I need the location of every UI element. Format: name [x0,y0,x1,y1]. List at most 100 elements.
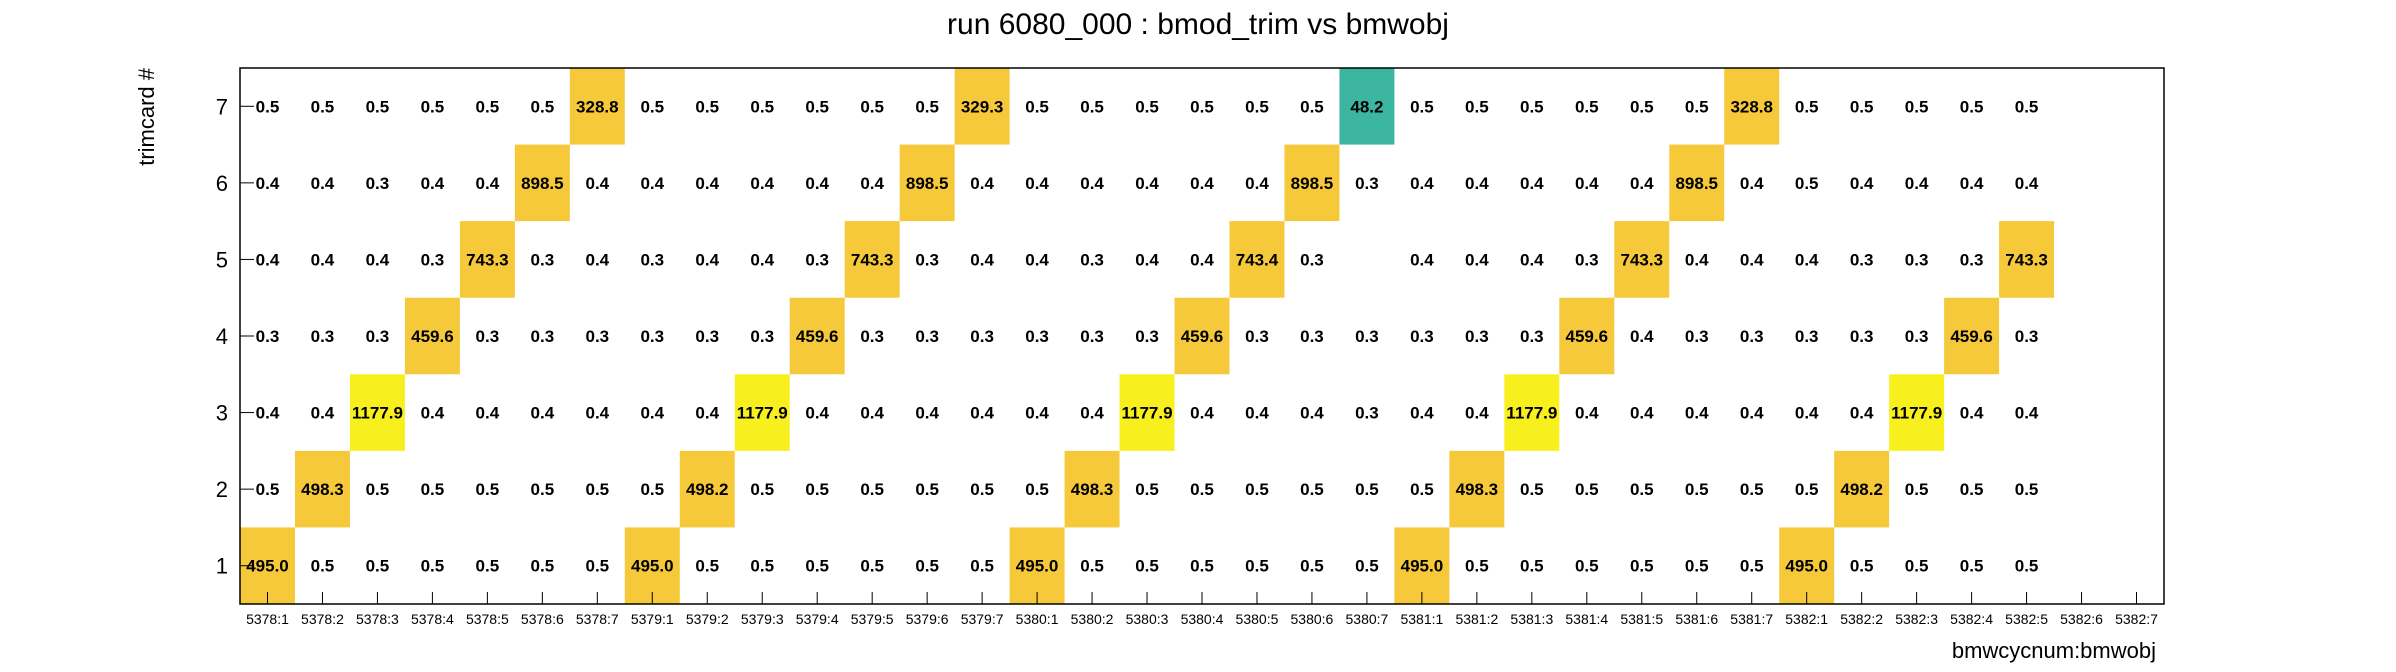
cell-value-label: 0.5 [1465,557,1489,576]
cell-value-label: 0.5 [860,97,884,116]
cell-value-label: 498.3 [1071,480,1114,499]
cell-value-label: 0.5 [1520,480,1544,499]
cell-value-label: 0.5 [1300,480,1324,499]
cell-value-label: 898.5 [1675,174,1718,193]
cell-value-label: 328.8 [576,97,619,116]
cell-value-label: 0.4 [640,174,664,193]
cell-value-label: 0.5 [1190,557,1214,576]
x-tick-label: 5381:3 [1510,611,1553,627]
x-tick-label: 5378:1 [246,611,289,627]
cell-value-label: 0.5 [1575,97,1599,116]
cell-value-label: 0.5 [1135,480,1159,499]
cell-value-label: 0.5 [256,480,280,499]
x-tick-label: 5379:7 [961,611,1004,627]
cell-value-label: 0.5 [640,480,664,499]
cell-value-label: 0.4 [1740,250,1764,269]
x-tick-label: 5378:2 [301,611,344,627]
x-tick-label: 5378:7 [576,611,619,627]
heatmap-cell [1559,297,1615,375]
cell-value-label: 0.5 [1850,97,1874,116]
cell-value-label: 0.3 [1685,327,1709,346]
cell-value-label: 0.5 [1575,480,1599,499]
cell-value-label: 0.3 [1850,250,1874,269]
cell-value-label: 0.5 [531,557,555,576]
cell-value-label: 498.3 [1456,480,1499,499]
cell-value-label: 0.3 [915,327,939,346]
cell-value-label: 0.4 [1630,174,1654,193]
cell-value-label: 0.5 [421,557,445,576]
cell-value-label: 0.5 [1960,480,1984,499]
cell-value-label: 0.5 [1080,557,1104,576]
cell-value-label: 0.3 [476,327,500,346]
x-tick-label: 5380:7 [1346,611,1389,627]
x-tick-label: 5378:5 [466,611,509,627]
cell-value-label: 0.3 [1795,327,1819,346]
x-tick-label: 5380:2 [1071,611,1114,627]
cell-value-label: 0.5 [585,480,609,499]
x-tick-label: 5380:1 [1016,611,1059,627]
x-axis-title: bmwcycnum:bmwobj [1952,638,2156,663]
cell-value-label: 0.4 [1630,404,1654,423]
x-tick-label: 5380:4 [1181,611,1224,627]
cell-value-label: 495.0 [631,557,674,576]
cell-value-label: 0.5 [1355,480,1379,499]
cell-value-label: 0.5 [1135,97,1159,116]
cell-value-label: 0.4 [1135,174,1159,193]
x-tick-label: 5381:5 [1620,611,1663,627]
cell-value-label: 0.3 [531,327,555,346]
cell-value-label: 0.4 [1520,174,1544,193]
cell-value-label: 0.4 [585,174,609,193]
cell-value-label: 0.4 [1190,174,1214,193]
cell-value-label: 495.0 [1401,557,1444,576]
cell-value-label: 0.5 [531,480,555,499]
cell-value-label: 0.5 [1685,480,1709,499]
cell-value-label: 0.5 [1740,557,1764,576]
cell-value-label: 0.5 [421,97,445,116]
cell-value-label: 0.5 [531,97,555,116]
x-tick-label: 5381:7 [1730,611,1773,627]
cell-value-label: 0.5 [1905,97,1929,116]
cell-value-label: 743.3 [2005,250,2048,269]
heatmap-cell [734,374,790,451]
cell-value-label: 0.5 [915,480,939,499]
cell-value-label: 0.3 [1905,250,1929,269]
cell-value-label: 0.4 [1135,250,1159,269]
x-tick-label: 5379:2 [686,611,729,627]
x-tick-label: 5379:5 [851,611,894,627]
cell-value-label: 0.4 [750,250,774,269]
cell-value-label: 0.5 [970,480,994,499]
cell-value-label: 0.3 [860,327,884,346]
cell-value-label: 0.5 [1245,557,1269,576]
cell-value-label: 0.5 [1520,97,1544,116]
cell-value-label: 0.5 [970,557,994,576]
x-tick-label: 5382:1 [1785,611,1828,627]
x-tick-label: 5379:3 [741,611,784,627]
cell-value-label: 0.5 [860,557,884,576]
ticks-layer: 5378:1 5378:2 5378:3 5378:4 5378:5 5378:6 5378… [216,94,2158,627]
cell-value-label: 0.3 [421,250,445,269]
heatmap-cell [1229,221,1285,298]
cell-value-label: 0.5 [695,97,719,116]
cell-value-label: 0.4 [256,250,280,269]
heatmap-cell [1999,221,2055,298]
cell-value-label: 0.3 [531,250,555,269]
cell-value-label: 0.5 [1465,97,1489,116]
heatmap-cell [1724,68,1780,145]
cell-value-label: 0.4 [1575,404,1599,423]
y-tick-label: 6 [216,171,228,196]
cell-value-label: 0.3 [1300,250,1324,269]
x-tick-label: 5382:7 [2115,611,2158,627]
cell-value-label: 0.5 [1575,557,1599,576]
cell-value-label: 1177.9 [1891,404,1942,423]
cell-value-label: 1177.9 [1506,404,1557,423]
cell-value-label: 0.4 [1795,404,1819,423]
cell-value-label: 0.4 [311,250,335,269]
y-tick-label: 2 [216,477,228,502]
cell-value-label: 0.5 [1685,557,1709,576]
cell-value-label: 0.5 [1190,97,1214,116]
heatmap-cell [1449,450,1505,528]
cell-value-label: 0.5 [1410,97,1434,116]
x-tick-label: 5381:1 [1400,611,1443,627]
cell-value-label: 0.4 [476,174,500,193]
cell-value-label: 0.5 [915,97,939,116]
